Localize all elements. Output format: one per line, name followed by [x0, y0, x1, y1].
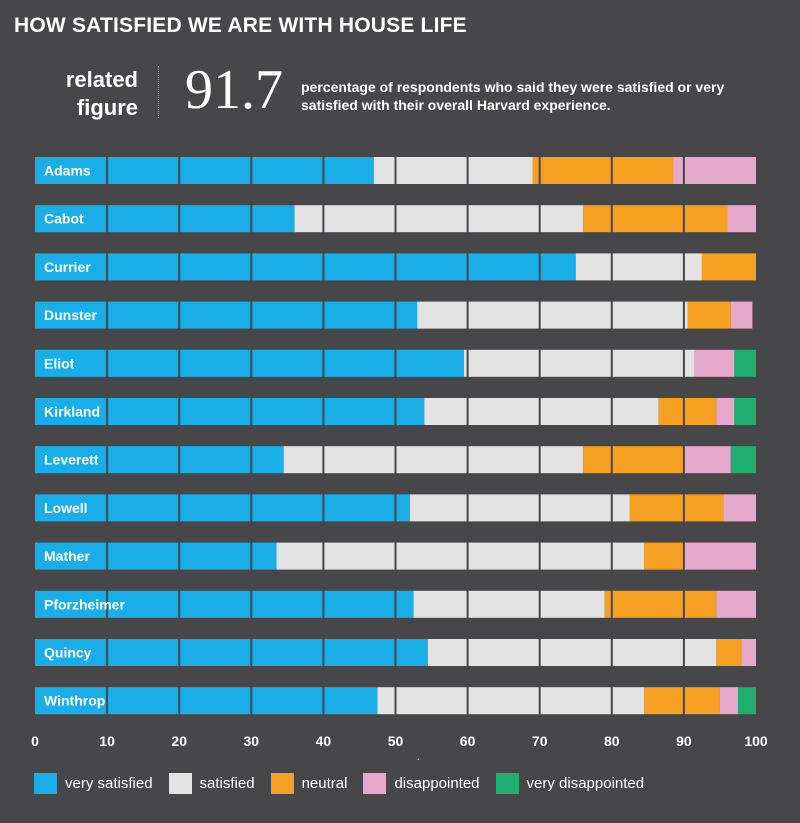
bar-segment-mather-satisfied	[276, 542, 645, 570]
related-figure-value: 91.7	[185, 59, 283, 121]
bar-segment-lowell-neutral	[629, 494, 724, 522]
bar-segment-mather-disappointed	[683, 542, 756, 570]
legend-item-disappointed: disappointed	[363, 773, 480, 794]
category-label-lowell: Lowell	[44, 500, 88, 516]
x-tick-label-50: 50	[388, 733, 404, 749]
legend-swatch-very-disappointed	[495, 773, 519, 794]
bar-segment-kirkland-neutral	[658, 398, 717, 425]
bar-segment-adams-very-satisfied	[35, 157, 374, 184]
bar-segment-leverett-very-satisfied	[35, 446, 284, 474]
related-figure-label-line1: related	[65, 67, 138, 92]
bar-segment-lowell-very-satisfied	[35, 494, 410, 522]
bar-segment-mather-neutral	[644, 542, 684, 570]
category-label-pforzheimer: Pforzheimer	[44, 596, 125, 612]
bar-segment-winthrop-very-satisfied	[35, 687, 378, 715]
category-label-mather: Mather	[44, 548, 90, 564]
bar-segment-currier-satisfied	[575, 253, 702, 281]
legend-label-very-satisfied: very satisfied	[65, 775, 153, 792]
bar-segment-leverett-neutral	[582, 446, 684, 474]
bar-segment-quincy-satisfied	[427, 639, 717, 666]
legend-swatch-satisfied	[168, 773, 192, 794]
bar-segment-kirkland-very-satisfied	[35, 398, 425, 425]
bar-segment-kirkland-disappointed	[716, 398, 735, 425]
legend-label-satisfied: satisfied	[199, 775, 255, 792]
bar-segment-quincy-very-satisfied	[35, 639, 428, 666]
legend-item-satisfied: satisfied	[168, 773, 255, 794]
category-label-eliot: Eliot	[44, 355, 75, 371]
legend-swatch-very-satisfied	[34, 773, 57, 794]
category-label-cabot: Cabot	[44, 211, 84, 227]
x-tick-label-100: 100	[744, 733, 768, 749]
bar-segment-adams-neutral	[532, 157, 674, 184]
chart-title: HOW SATISFIED WE ARE WITH HOUSE LIFE	[14, 14, 467, 37]
bar-segment-dunster-disappointed	[730, 301, 753, 329]
category-label-winthrop: Winthrop	[44, 693, 105, 709]
category-label-quincy: Quincy	[44, 645, 92, 661]
related-figure-divider	[158, 66, 159, 118]
legend-item-neutral: neutral	[270, 773, 348, 794]
bar-segment-adams-disappointed	[673, 157, 756, 184]
bar-segment-lowell-satisfied	[409, 494, 630, 522]
bar-segment-currier-very-satisfied	[35, 253, 576, 281]
related-figure-label-line2: figure	[76, 95, 138, 120]
category-label-dunster: Dunster	[44, 307, 97, 323]
bar-segment-lowell-disappointed	[723, 494, 756, 522]
x-tick-label-10: 10	[99, 733, 115, 749]
bar-segment-quincy-disappointed	[741, 639, 756, 666]
legend-label-very-disappointed: very disappointed	[526, 775, 645, 792]
x-tick-label-0: 0	[31, 733, 39, 749]
legend-item-very-satisfied: very satisfied	[34, 773, 153, 794]
x-tick-label-90: 90	[676, 733, 692, 749]
x-tick-label-80: 80	[604, 733, 620, 749]
bar-segment-cabot-neutral	[582, 205, 728, 233]
x-tick-label-60: 60	[460, 733, 476, 749]
x-tick-label-70: 70	[532, 733, 548, 749]
bar-segment-eliot-very-disappointed	[734, 349, 756, 377]
bar-segment-winthrop-disappointed	[719, 687, 738, 715]
bar-segment-pforzheimer-very-satisfied	[35, 590, 414, 618]
bar-segment-kirkland-very-disappointed	[734, 398, 756, 425]
bar-segment-mather-very-satisfied	[35, 542, 277, 570]
bar-segment-pforzheimer-satisfied	[413, 590, 605, 618]
x-tick-label-40: 40	[316, 733, 332, 749]
bar-segment-dunster-neutral	[687, 301, 731, 329]
related-figure-label: related figure	[66, 66, 138, 122]
legend-label-disappointed: disappointed	[394, 775, 480, 792]
bar-segment-eliot-very-satisfied	[35, 349, 464, 377]
category-label-adams: Adams	[44, 163, 91, 179]
bar-segment-eliot-satisfied	[463, 349, 695, 377]
stacked-bar-chart: Adams Cabot Currier Dunster Eliot Kirkland Lev…	[31, 155, 768, 760]
bar-segment-leverett-satisfied	[283, 446, 583, 474]
bar-segment-cabot-satisfied	[294, 205, 583, 233]
category-label-kirkland: Kirkland	[44, 404, 100, 420]
category-label-currier: Currier	[44, 259, 91, 275]
legend-label-neutral: neutral	[301, 775, 348, 792]
bar-segment-winthrop-very-disappointed	[737, 687, 756, 715]
x-axis-label: percent	[370, 755, 421, 760]
bar-segment-dunster-satisfied	[417, 301, 688, 329]
related-figure-description: percentage of respondents who said they …	[301, 79, 725, 113]
bar-segment-cabot-disappointed	[727, 205, 756, 233]
bar-segment-leverett-disappointed	[683, 446, 731, 474]
chart-legend: very satisfied satisfied neutral disappo…	[34, 773, 660, 794]
bar-segment-winthrop-neutral	[644, 687, 720, 715]
x-tick-label-20: 20	[171, 733, 187, 749]
category-label-leverett: Leverett	[44, 452, 99, 468]
legend-swatch-disappointed	[363, 773, 387, 794]
bar-segment-dunster-very-satisfied	[35, 301, 418, 329]
bar-segment-currier-neutral	[701, 253, 756, 281]
bar-segment-kirkland-satisfied	[424, 398, 659, 425]
bar-segment-pforzheimer-disappointed	[716, 590, 756, 618]
bar-segment-winthrop-satisfied	[377, 687, 645, 715]
legend-swatch-neutral	[270, 773, 294, 794]
bar-segment-adams-satisfied	[373, 157, 533, 184]
bar-segment-eliot-disappointed	[694, 349, 735, 377]
bar-segment-quincy-neutral	[716, 639, 742, 666]
x-tick-label-30: 30	[244, 733, 260, 749]
bar-segment-leverett-very-disappointed	[730, 446, 756, 474]
bar-segment-pforzheimer-neutral	[604, 590, 717, 618]
legend-item-very-disappointed: very disappointed	[495, 773, 645, 794]
